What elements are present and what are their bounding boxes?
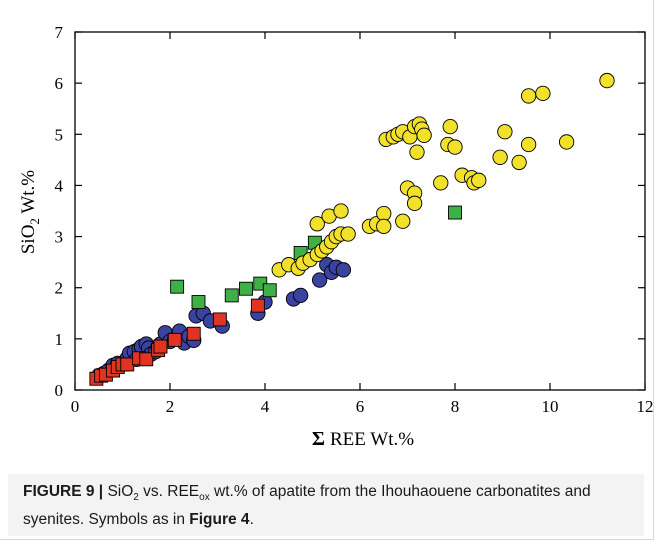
y-axis-ticks: 0 1 2 3 4 5 6 7	[55, 23, 645, 400]
data-point-series-4	[471, 172, 487, 188]
x-tick-label: 0	[71, 397, 80, 416]
data-point-series-4	[520, 88, 537, 104]
y-axis-label-main: SiO	[18, 225, 39, 255]
data-point-series-4	[511, 154, 527, 171]
data-point-series-1	[335, 262, 352, 278]
data-point-series-4	[447, 139, 463, 155]
data-point-series-3	[239, 281, 253, 296]
data-point-series-4	[416, 127, 432, 143]
data-point-series-3	[224, 288, 239, 303]
y-axis-label-sub: 2	[27, 218, 42, 225]
caption-box	[8, 474, 644, 536]
x-tick-label: 12	[637, 397, 654, 416]
y-tick-label: 6	[55, 74, 64, 93]
data-point-series-2	[153, 339, 168, 354]
y-tick-label: 2	[55, 279, 64, 298]
y-tick-label: 4	[55, 176, 64, 195]
data-point-series-4	[442, 118, 458, 135]
caption-sub-2: ox	[199, 492, 210, 504]
caption-sub-1: 2	[133, 492, 139, 504]
caption-figure-ref[interactable]: Figure 4	[189, 511, 250, 529]
y-axis-label: SiO2 Wt.%	[18, 170, 42, 254]
data-point-series-2	[167, 332, 182, 347]
data-point-series-4	[535, 85, 551, 102]
data-point-series-3	[262, 283, 277, 298]
data-point-series-2	[186, 326, 201, 341]
plot-marks	[89, 72, 615, 386]
y-tick-label: 1	[55, 330, 64, 349]
data-point-series-2	[250, 298, 265, 313]
data-point-series-3	[191, 295, 206, 309]
data-point-series-4	[520, 136, 537, 153]
data-point-series-2	[120, 357, 135, 372]
x-axis-label-text: REE Wt.%	[330, 429, 414, 450]
data-point-series-1	[311, 272, 328, 288]
caption-text-3: wt.% of apatite from the Ihouhaouene car…	[23, 483, 591, 529]
caption-end: .	[249, 511, 254, 529]
data-point-series-4	[376, 205, 392, 222]
x-tick-label: 8	[451, 397, 460, 416]
data-point-series-4	[599, 72, 615, 89]
data-point-series-4	[497, 124, 513, 140]
data-point-series-4	[492, 149, 508, 165]
x-axis-ticks: 0 2 4 6 8 10 12	[71, 32, 654, 416]
data-point-series-4	[333, 203, 349, 219]
y-tick-label: 0	[55, 381, 64, 400]
y-tick-label: 3	[55, 228, 64, 247]
data-point-series-4	[409, 144, 425, 160]
x-axis-label: Σ REE Wt.%	[312, 428, 414, 450]
data-point-series-4	[433, 175, 449, 191]
data-point-series-4	[395, 213, 411, 229]
data-point-series-4	[558, 134, 575, 150]
data-point-series-3	[170, 279, 185, 294]
data-point-series-4	[309, 216, 325, 232]
data-point-series-1	[292, 287, 309, 304]
data-point-series-2	[139, 352, 154, 367]
caption-figure-label: FIGURE 9 |	[23, 483, 104, 500]
x-tick-label: 4	[261, 397, 270, 416]
data-point-series-4	[376, 218, 392, 234]
x-tick-label: 2	[166, 397, 175, 416]
data-point-series-4	[340, 226, 356, 242]
y-tick-label: 5	[55, 125, 64, 144]
caption-text-2: vs. REE	[138, 483, 200, 500]
data-point-series-3	[448, 205, 462, 220]
caption-text-1: SiO	[103, 483, 134, 500]
x-axis-sigma: Σ	[312, 428, 325, 450]
x-tick-label: 6	[356, 397, 365, 416]
y-tick-label: 7	[55, 23, 64, 42]
y-axis-label-rest: Wt.%	[18, 170, 39, 218]
figure-caption: FIGURE 9 | SiO2 vs. REEox wt.% of apatit…	[23, 481, 623, 531]
data-point-series-4	[406, 195, 423, 211]
x-tick-label: 10	[542, 397, 559, 416]
data-point-series-2	[212, 312, 227, 327]
